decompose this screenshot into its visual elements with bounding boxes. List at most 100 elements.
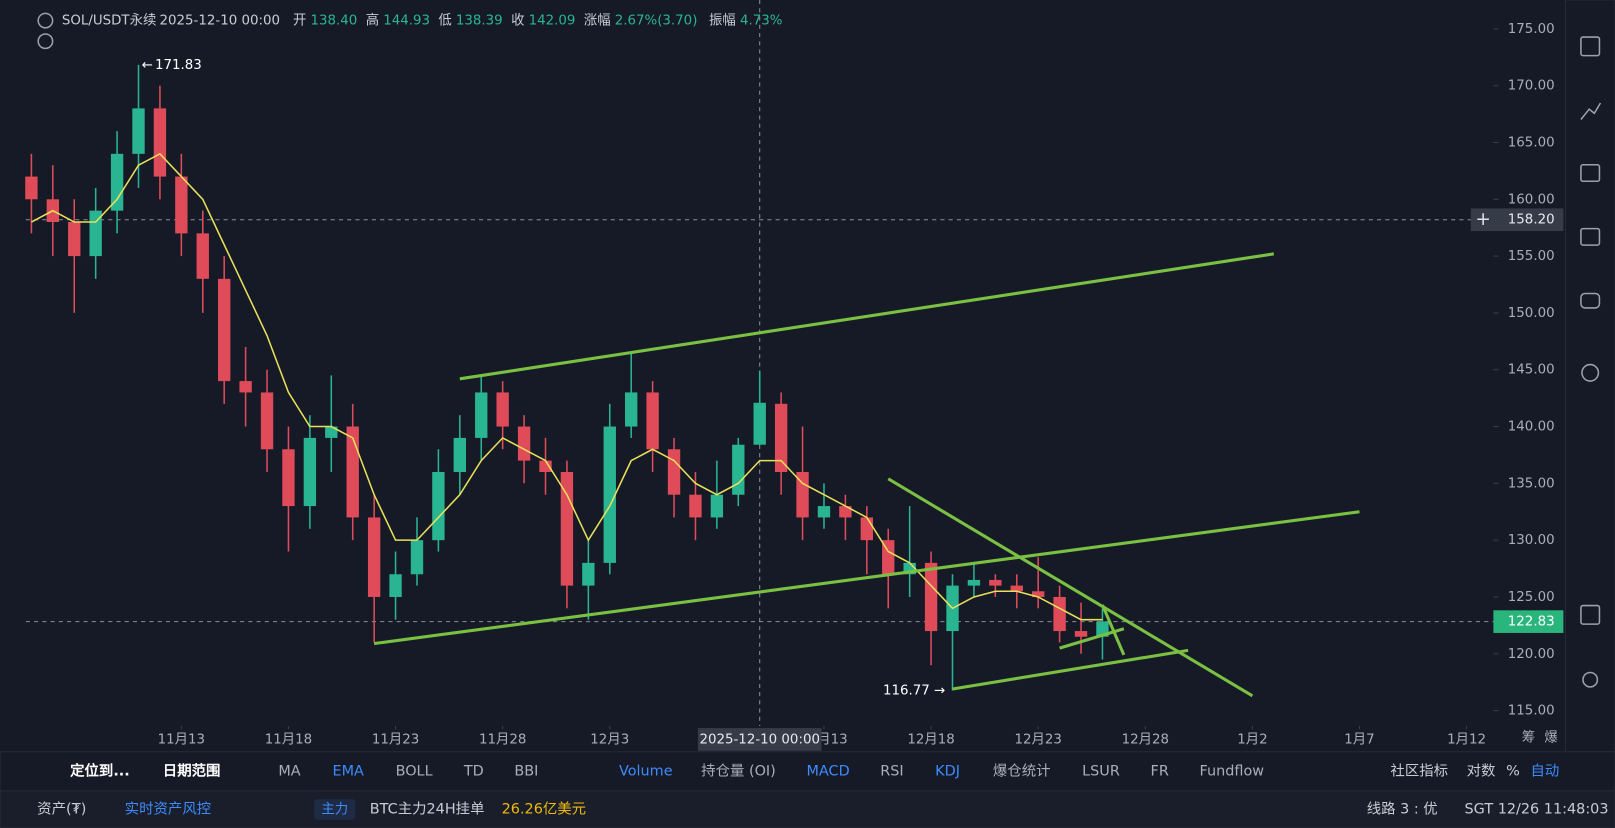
x-tick-label: 12月28 <box>1122 732 1169 747</box>
y-tick-label: 135.00 <box>1508 476 1555 491</box>
crosshair-x-box <box>697 728 822 751</box>
y-tick-label: 125.00 <box>1508 590 1555 605</box>
candle-body <box>260 392 274 450</box>
setting-button[interactable]: % <box>1506 763 1520 779</box>
status-text: BTC主力24H挂单 <box>370 800 485 817</box>
candle-body <box>196 233 209 279</box>
candle-body <box>239 381 252 393</box>
toolbar-icons <box>37 12 1602 688</box>
candle-body <box>475 392 488 438</box>
crosshair-y-box <box>1470 208 1564 232</box>
candle-body <box>1032 591 1045 597</box>
candle-body <box>432 471 445 541</box>
indicator-button[interactable]: Fundflow <box>1200 763 1265 779</box>
candle-body <box>410 540 424 575</box>
indicator-button[interactable]: BBI <box>514 763 538 779</box>
crosshair-plus: + <box>1475 209 1491 230</box>
candle-body <box>817 506 831 518</box>
indicator-button[interactable]: RSI <box>880 763 903 779</box>
candle-body <box>325 426 338 438</box>
candle-body <box>796 471 809 518</box>
indicator-button[interactable]: KDJ <box>935 763 960 779</box>
header-text: SOL/USDT永续 <box>62 13 156 29</box>
indicator-bar <box>0 751 1615 792</box>
candle-body <box>667 449 681 495</box>
header-text: 2.67%(3.70) <box>615 14 698 29</box>
candle-body <box>989 579 1002 586</box>
candle-body <box>646 392 659 450</box>
candle-body <box>689 494 702 518</box>
status-text[interactable]: 实时资产风控 <box>125 800 211 817</box>
header-text: 142.09 <box>529 14 576 29</box>
status-text: 线路 3 : 优 <box>1367 800 1438 817</box>
icon[interactable] <box>1580 604 1601 625</box>
setting-button[interactable]: 自动 <box>1530 762 1559 779</box>
header-text: 138.39 <box>456 14 503 29</box>
indicator-button[interactable]: LSUR <box>1082 763 1120 779</box>
indicator-button[interactable]: Volume <box>619 763 673 779</box>
indicator-button[interactable]: BOLL <box>396 763 433 779</box>
candle-body <box>453 437 467 472</box>
candle-body <box>1053 596 1066 632</box>
crosshair-x-label: 2025-12-10 00:00 <box>699 732 820 747</box>
status-tag: 主力 <box>321 801 348 817</box>
toolbar-button[interactable]: 日期范围 <box>163 762 221 779</box>
icon[interactable] <box>1580 164 1601 183</box>
indicator-button[interactable]: FR <box>1151 763 1169 779</box>
header-text: 高 <box>366 12 379 29</box>
icon[interactable] <box>1580 102 1602 120</box>
y-tick-label: 160.00 <box>1508 192 1555 207</box>
trend-line <box>952 648 1189 691</box>
indicator-button[interactable]: 持仓量 (OI) <box>701 762 776 779</box>
candle-body <box>110 153 124 211</box>
setting-button[interactable]: 对数 <box>1467 762 1496 779</box>
candle-body <box>68 222 81 257</box>
x-tick-label: 1月2 <box>1237 732 1267 747</box>
x-tick-label: 11月18 <box>265 732 312 747</box>
axis-button[interactable]: 筹 <box>1522 728 1535 745</box>
indicator-button[interactable]: MACD <box>807 763 850 779</box>
icon[interactable] <box>1581 363 1600 382</box>
icon[interactable] <box>37 33 54 50</box>
toolbar-button[interactable]: 定位到... <box>70 761 130 779</box>
x-tick-label: 12月18 <box>907 732 954 747</box>
candle-body <box>732 444 745 495</box>
x-tick-label: 1月7 <box>1344 732 1374 747</box>
candle-body <box>132 108 145 154</box>
indicator-button[interactable]: TD <box>463 763 484 779</box>
x-tick-label: 12月23 <box>1014 732 1061 747</box>
icon[interactable] <box>1580 36 1601 57</box>
indicator-button[interactable]: 爆仓统计 <box>993 762 1051 779</box>
last-price-label: 122.83 <box>1508 615 1555 630</box>
x-tick-label: 11月23 <box>372 732 419 747</box>
candle-body <box>25 176 38 200</box>
last-price-box <box>1493 610 1564 633</box>
candle-body <box>924 562 938 632</box>
indicator-button[interactable]: EMA <box>332 763 364 779</box>
icon[interactable] <box>1582 671 1599 688</box>
trend-line <box>1101 604 1126 656</box>
status-bar <box>0 790 1615 828</box>
candle-body <box>903 562 916 575</box>
header-text: 涨幅 <box>584 13 611 29</box>
candle-body <box>860 517 873 541</box>
header-text: 开 <box>293 14 306 29</box>
header-text: 138.40 <box>310 14 357 29</box>
setting-button[interactable]: 社区指标 <box>1390 762 1448 779</box>
y-tick-label: 115.00 <box>1508 704 1555 719</box>
y-tick-label: 170.00 <box>1508 79 1555 94</box>
candle-body <box>967 579 981 586</box>
icon[interactable] <box>1580 227 1601 246</box>
candle-body <box>175 176 188 234</box>
header-text: 收 <box>511 13 524 29</box>
trend-line <box>887 477 1254 698</box>
icon[interactable] <box>37 12 54 29</box>
icon[interactable] <box>1580 292 1601 309</box>
axis-button[interactable]: 爆 <box>1544 729 1558 745</box>
tag-box <box>314 799 356 820</box>
candle-body <box>753 402 766 445</box>
indicator-button[interactable]: MA <box>278 763 300 779</box>
